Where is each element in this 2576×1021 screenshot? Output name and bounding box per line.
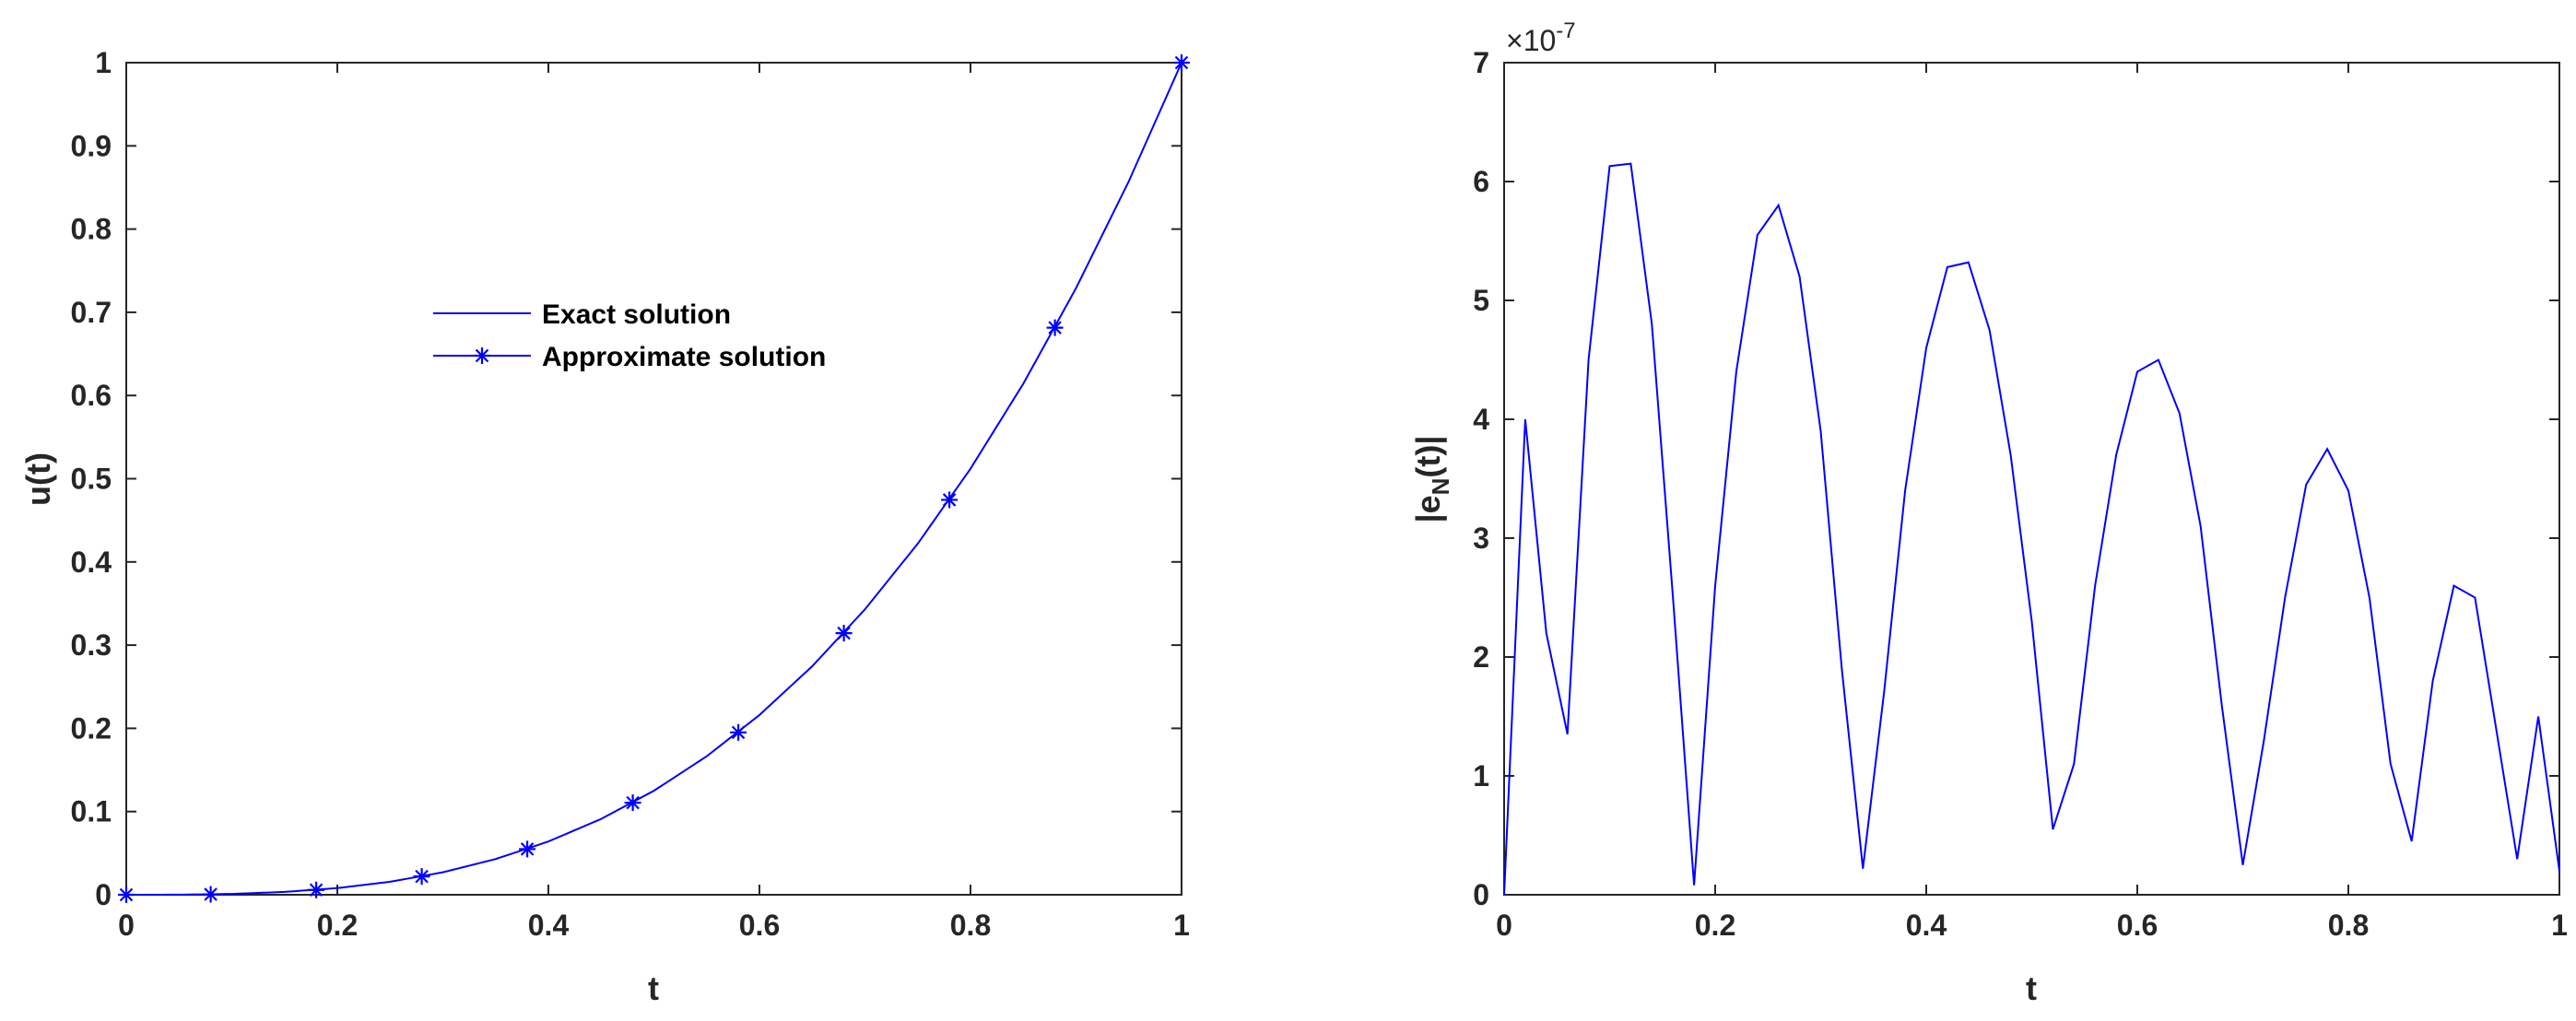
left-data-point bbox=[118, 886, 135, 903]
left-data-point bbox=[624, 794, 641, 812]
right-chart: 0 0.2 0.4 0.6 0.8 1 0 1 2 3 4 5 6 7 ×10-7 t |eN(t)| bbox=[1409, 18, 2568, 1007]
left-series-group bbox=[118, 54, 1190, 903]
right-y-axis: 0 1 2 3 4 5 6 7 bbox=[1473, 46, 2559, 911]
left-data-point bbox=[941, 491, 959, 509]
left-data-point bbox=[519, 840, 536, 858]
left-y-tick-label: 0.2 bbox=[71, 711, 112, 745]
left-y-axis: 0 0.1 0.2 0.3 0.4 0.5 0.6 0.7 0.8 0.9 1 bbox=[71, 46, 1182, 911]
right-x-tick-label: 1 bbox=[2551, 909, 2568, 942]
right-y-tick-label: 2 bbox=[1473, 640, 1489, 674]
right-y-tick-label: 7 bbox=[1473, 46, 1489, 79]
left-data-point bbox=[835, 625, 853, 642]
left-y-tick-label: 0.8 bbox=[71, 213, 112, 246]
left-x-tick-label: 0.4 bbox=[528, 909, 570, 942]
legend-label-exact: Exact solution bbox=[542, 299, 731, 330]
right-x-tick-label: 0.4 bbox=[1906, 909, 1947, 942]
right-y-tick-label: 6 bbox=[1473, 165, 1489, 198]
left-y-tick-label: 0.6 bbox=[71, 379, 112, 412]
left-y-tick-label: 0.3 bbox=[71, 628, 112, 662]
left-x-tick-label: 0.8 bbox=[950, 909, 991, 942]
right-x-tick-label: 0 bbox=[1496, 909, 1512, 942]
right-x-tick-label: 0.8 bbox=[2328, 909, 2369, 942]
right-x-tick-label: 0.6 bbox=[2117, 909, 2158, 942]
right-y-tick-label: 0 bbox=[1473, 878, 1489, 911]
right-y-tick-label: 3 bbox=[1473, 522, 1489, 555]
left-data-point bbox=[308, 881, 325, 898]
left-y-tick-label: 0.9 bbox=[71, 129, 112, 162]
left-y-tick-label: 0 bbox=[95, 878, 112, 911]
left-y-tick-label: 0.1 bbox=[71, 795, 112, 828]
right-x-axis: 0 0.2 0.4 0.6 0.8 1 bbox=[1496, 63, 2568, 942]
right-series-line bbox=[1503, 162, 2560, 896]
left-y-tick-label: 1 bbox=[95, 46, 112, 79]
left-x-tick-label: 0.6 bbox=[739, 909, 780, 942]
exponent-power: -7 bbox=[1556, 18, 1575, 43]
left-data-point bbox=[413, 868, 430, 886]
left-data-point bbox=[1046, 319, 1064, 336]
legend-label-approx: Approximate solution bbox=[542, 342, 826, 372]
right-y-exponent: ×10-7 bbox=[1506, 18, 1576, 57]
left-x-tick-label: 1 bbox=[1173, 909, 1190, 942]
left-y-tick-label: 0.4 bbox=[71, 546, 112, 579]
right-plot-area bbox=[1503, 62, 2560, 896]
right-x-tick-label: 0.2 bbox=[1695, 909, 1735, 942]
left-x-tick-label: 0.2 bbox=[317, 909, 358, 942]
right-x-axis-label: t bbox=[2026, 969, 2037, 1007]
left-legend: Exact solution Approximate solution bbox=[433, 299, 826, 372]
legend-marker-approx bbox=[474, 347, 490, 364]
left-x-axis-label: t bbox=[648, 969, 659, 1007]
left-plot-area bbox=[125, 62, 1182, 896]
left-data-point bbox=[202, 886, 219, 903]
exponent-base: ×10 bbox=[1506, 24, 1556, 57]
left-chart: 0 0.2 0.4 0.6 0.8 1 0 0.1 0.2 0.3 0.4 0.5 0.6 0.7 0.8… bbox=[19, 46, 1190, 1007]
right-y-tick-label: 4 bbox=[1473, 403, 1489, 436]
legend-star-marker bbox=[474, 347, 490, 364]
left-data-point bbox=[730, 723, 747, 741]
left-x-axis: 0 0.2 0.4 0.6 0.8 1 bbox=[118, 63, 1190, 942]
ylabel-main: |e bbox=[1409, 495, 1448, 522]
right-series-group bbox=[1503, 162, 2560, 896]
left-x-tick-label: 0 bbox=[118, 909, 135, 942]
left-y-tick-label: 0.7 bbox=[71, 296, 112, 329]
right-y-tick-label: 1 bbox=[1473, 759, 1489, 792]
ylabel-tail: (t)| bbox=[1409, 436, 1448, 478]
left-y-axis-label: u(t) bbox=[19, 452, 57, 506]
left-y-tick-label: 0.5 bbox=[71, 463, 112, 496]
right-y-tick-label: 5 bbox=[1473, 284, 1489, 317]
left-series-line bbox=[125, 62, 1182, 896]
right-y-axis-label: |eN(t)| bbox=[1409, 436, 1454, 523]
ylabel-subscript: N bbox=[1427, 478, 1454, 496]
left-data-point bbox=[1173, 54, 1190, 71]
